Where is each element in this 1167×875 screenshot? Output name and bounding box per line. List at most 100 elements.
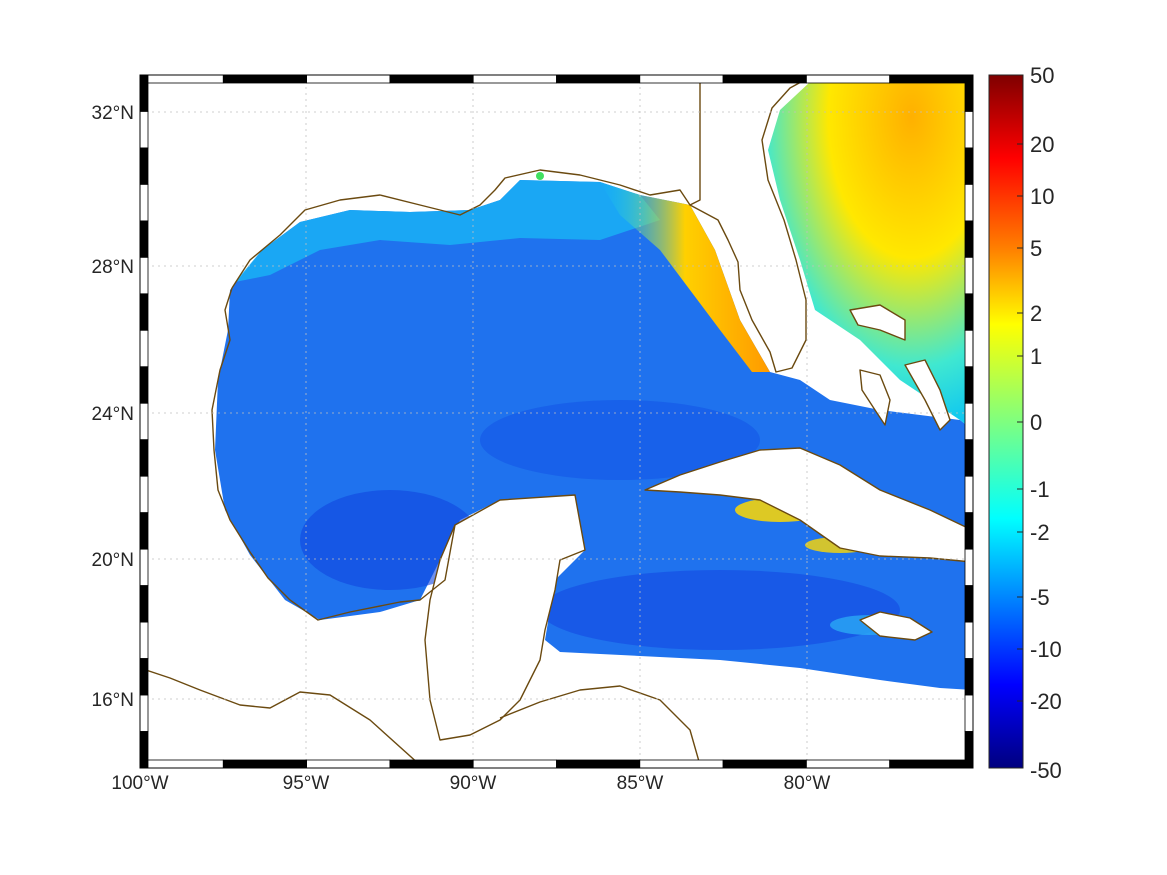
frame-segment: [139, 366, 149, 404]
colorbar-tick-label: -50: [1030, 758, 1062, 783]
frame-segment: [139, 621, 149, 659]
colorbar-tick-label: 50: [1030, 63, 1054, 88]
frame-segment: [472, 759, 557, 769]
colorbar-tick-label: 5: [1030, 236, 1042, 261]
ocean-field: [215, 82, 973, 690]
frame-segment: [139, 74, 224, 84]
frame-segment: [139, 402, 149, 441]
frame-segment: [889, 74, 974, 84]
colorbar-tick-label: 0: [1030, 410, 1042, 435]
colorbar-tick-label: 1: [1030, 344, 1042, 369]
frame-segment: [964, 329, 974, 368]
frame-segment: [139, 256, 149, 295]
frame-segment: [139, 694, 149, 732]
bahamas-coast: [859, 369, 891, 426]
central-america-coast: [140, 667, 421, 766]
frame-segment: [964, 439, 974, 477]
lat-tick-label: 32°N: [92, 103, 134, 124]
lat-tick-label: 16°N: [92, 690, 134, 711]
colorbar-tick-label: -10: [1030, 637, 1062, 662]
frame-segment: [556, 74, 641, 84]
bahamas-coast: [904, 359, 951, 431]
frame-segment: [139, 731, 149, 769]
frame-segment: [472, 74, 557, 84]
frame-segment: [964, 621, 974, 659]
frame-segment: [139, 548, 149, 587]
colorbar-tick-label: 2: [1030, 301, 1042, 326]
colorbar-tick-label: -5: [1030, 585, 1050, 610]
frame-segment: [639, 74, 724, 84]
lon-tick-label: 90°W: [450, 773, 497, 794]
lon-axis: 100°W 95°W 90°W 85°W 80°W: [111, 773, 830, 794]
frame-segment: [964, 694, 974, 732]
frame-segment: [556, 759, 641, 769]
west-gulf-coast: [211, 287, 456, 621]
lon-tick-label: 85°W: [617, 773, 664, 794]
frame-segment: [139, 220, 149, 258]
frame-segment: [964, 512, 974, 550]
frame-segment: [139, 439, 149, 477]
frame-segment: [139, 759, 224, 769]
frame-segment: [889, 759, 974, 769]
lon-tick-label: 95°W: [283, 773, 330, 794]
frame-segment: [806, 759, 891, 769]
frame-segment: [806, 74, 891, 84]
colorbar-ticks: 50 20 10 5 2 1 0 -1 -2 -5 -10 -20 -50: [1030, 63, 1062, 783]
frame-segment: [964, 548, 974, 587]
frame-segment: [964, 475, 974, 514]
colorbar-tick-label: 10: [1030, 184, 1054, 209]
bahamas-coast: [849, 304, 906, 341]
frame-border: [139, 74, 974, 769]
lat-tick-label: 20°N: [92, 550, 134, 571]
frame-segment: [964, 220, 974, 258]
frame-segment: [139, 329, 149, 368]
frame-segment: [722, 759, 807, 769]
frame-segment: [964, 731, 974, 769]
colorbar: 50 20 10 5 2 1 0 -1 -2 -5 -10 -20 -50: [988, 63, 1062, 783]
lat-tick-label: 28°N: [92, 257, 134, 278]
frame-segment: [139, 658, 149, 696]
frame-segment: [964, 658, 974, 696]
lat-tick-label: 24°N: [92, 404, 134, 425]
lon-tick-label: 100°W: [111, 773, 168, 794]
colorbar-tick-label: -2: [1030, 520, 1050, 545]
north-gulf-coast: [231, 169, 691, 289]
coastlines: [140, 75, 973, 766]
frame-segment: [139, 293, 149, 331]
deep-blue-patch: [480, 400, 760, 480]
yucatan-coast: [424, 494, 586, 741]
frame-segment: [964, 585, 974, 623]
colorbar-tick-label: -20: [1030, 689, 1062, 714]
northern-shelf: [235, 180, 660, 282]
frame-segment: [222, 759, 308, 769]
frame-segment: [139, 512, 149, 550]
frame-segment: [389, 74, 474, 84]
atlantic-field: [768, 82, 973, 430]
deep-blue-patch: [300, 490, 480, 590]
frame-segment: [222, 74, 308, 84]
colorbar-tick-marks: [1017, 143, 1023, 702]
frame-segment: [639, 759, 724, 769]
frame-segment: [964, 184, 974, 222]
jamaica-coast: [859, 611, 933, 641]
frame-segment: [964, 366, 974, 404]
frame-segment: [722, 74, 807, 84]
frame-segment: [964, 147, 974, 185]
frame-segment: [139, 147, 149, 185]
frame-segment: [139, 585, 149, 623]
frame-segment: [964, 111, 974, 149]
frame-segment: [139, 475, 149, 514]
frame-segment: [964, 256, 974, 295]
colorbar-tick-label: 20: [1030, 132, 1054, 157]
frame-segment: [964, 402, 974, 441]
lon-tick-label: 80°W: [784, 773, 831, 794]
frame-segment: [139, 184, 149, 222]
coastal-green-spot: [536, 172, 544, 180]
honduras-coast: [499, 685, 701, 766]
map-frame: [139, 74, 974, 769]
frame-segment: [389, 759, 474, 769]
frame-segment: [139, 74, 149, 112]
lat-axis: 32°N 28°N 24°N 20°N 16°N: [92, 103, 134, 711]
frame-segment: [306, 759, 391, 769]
